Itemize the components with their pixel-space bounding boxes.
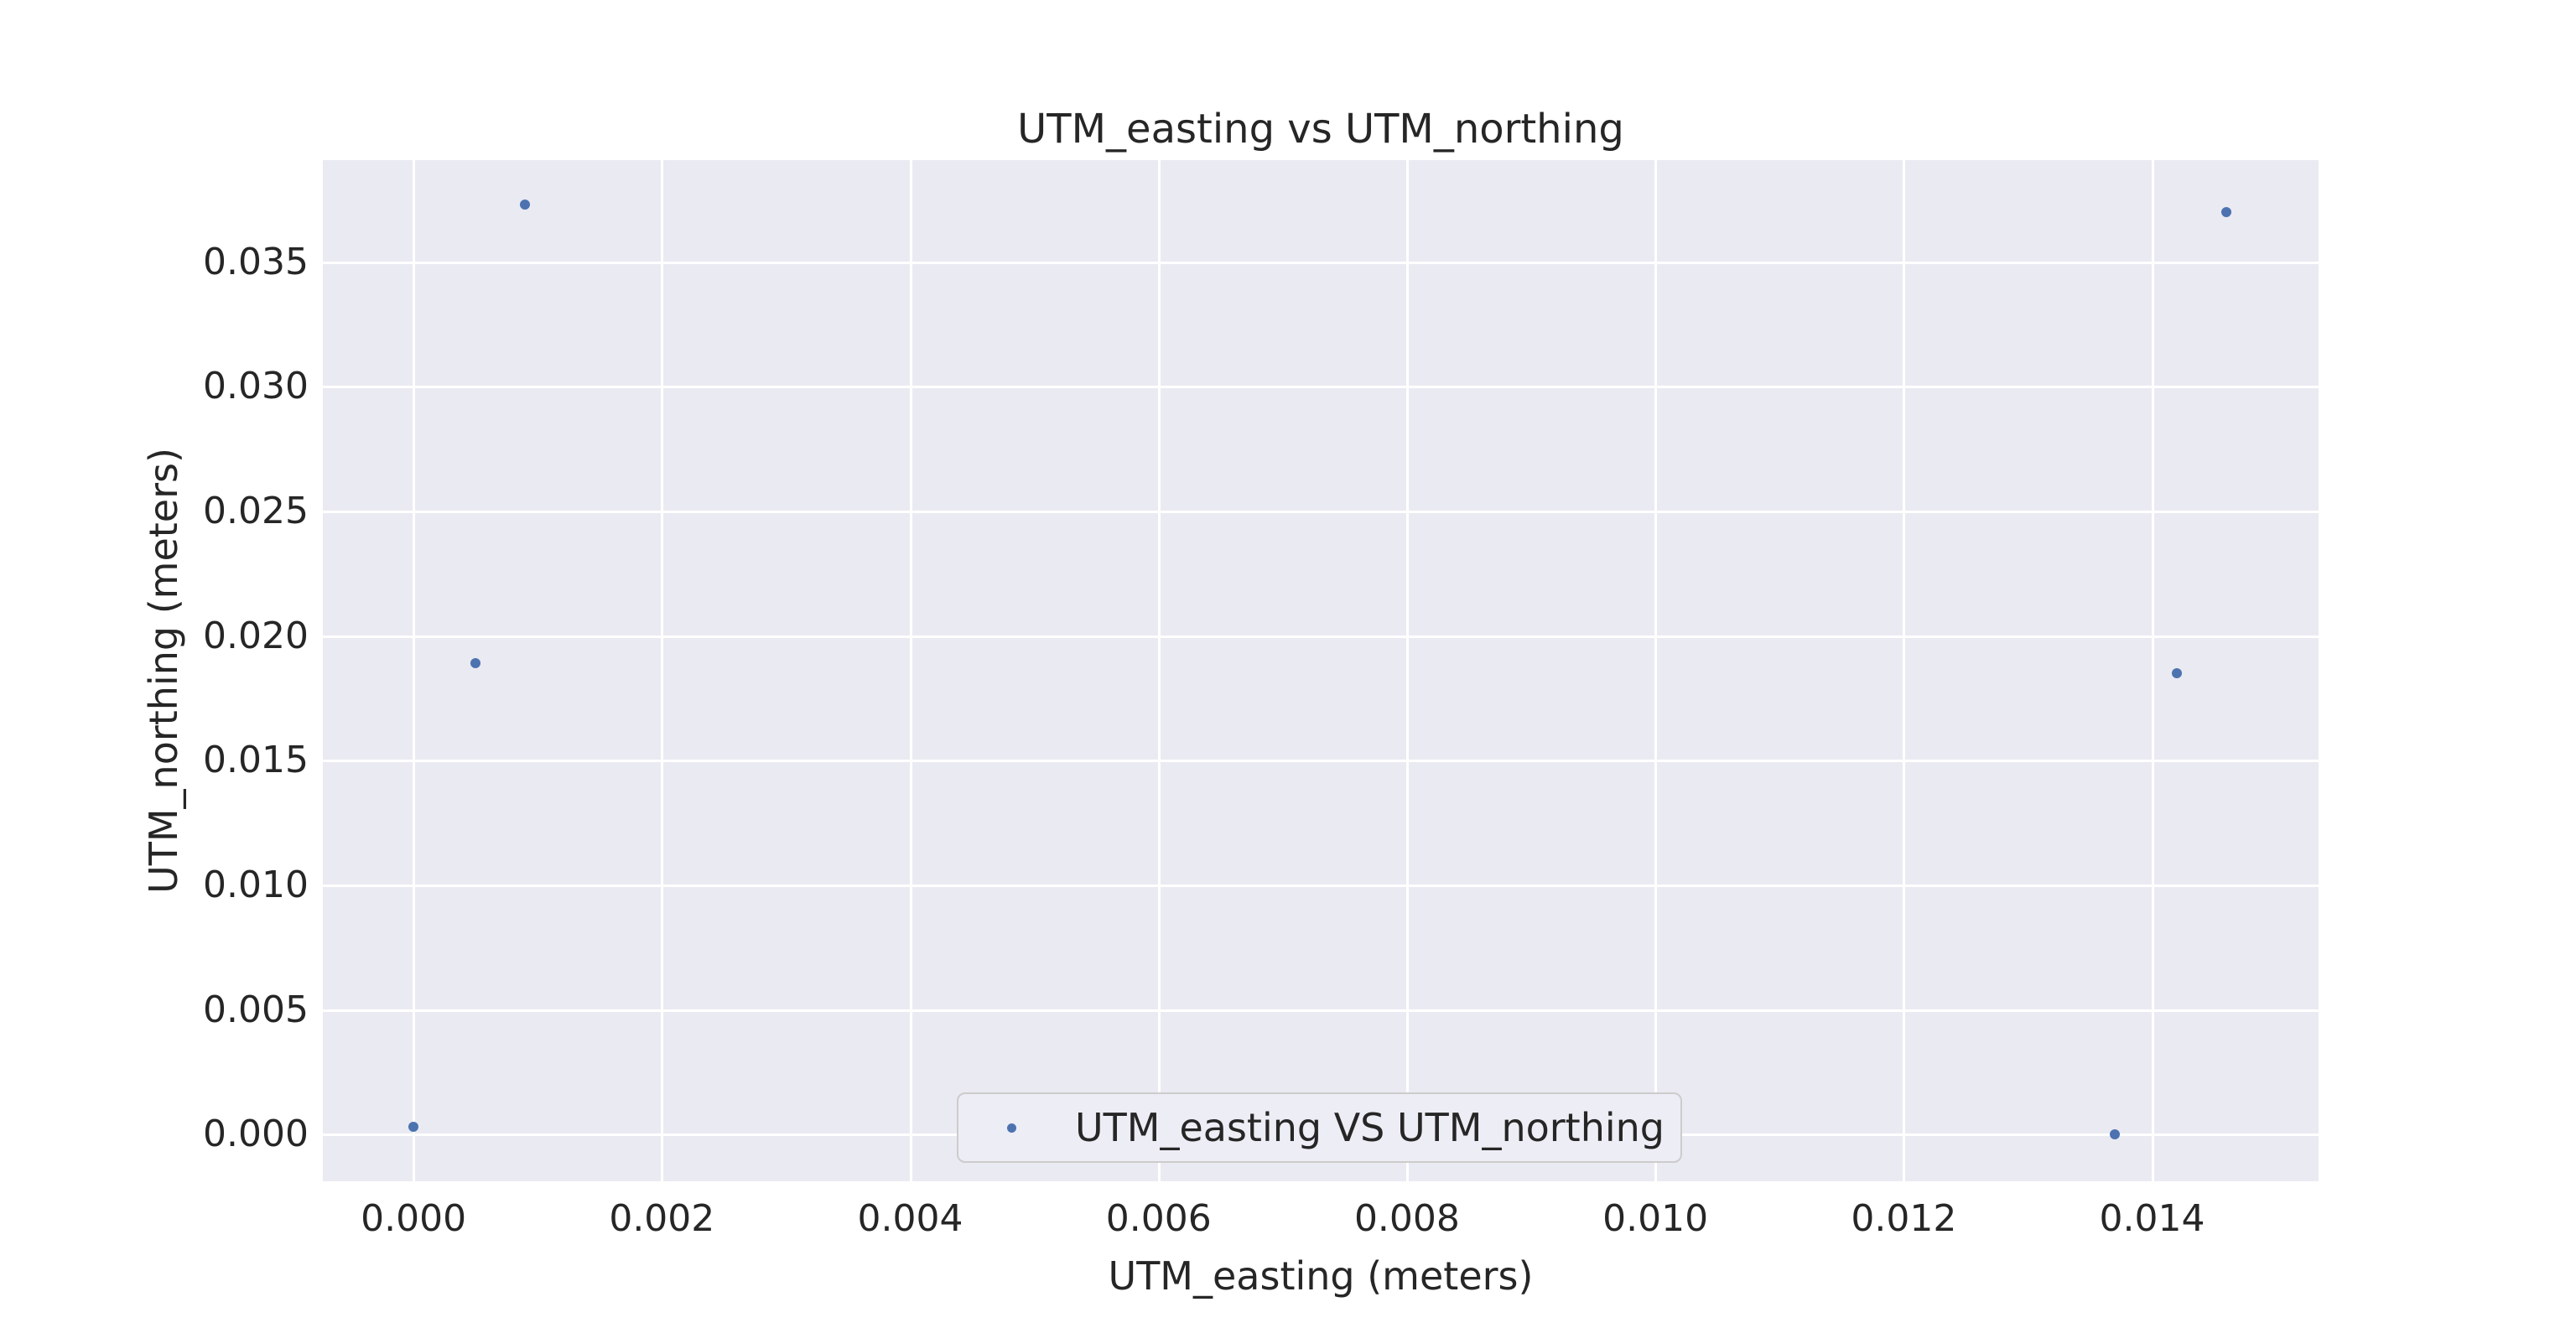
y-tick-label: 0.010 [203,864,309,907]
x-tick-label: 0.014 [2099,1197,2205,1240]
gridline-x [1157,160,1161,1181]
data-point [2110,1129,2121,1140]
data-point [2221,207,2232,218]
y-tick-label: 0.020 [203,614,309,657]
y-tick-label: 0.005 [203,988,309,1031]
x-tick-label: 0.004 [857,1197,963,1240]
y-tick-label: 0.035 [203,240,309,283]
chart-title: UTM_easting vs UTM_northing [1017,106,1624,153]
gridline-y [323,261,2319,264]
data-point [470,658,481,669]
gridline-y [323,884,2319,888]
gridline-x [2151,160,2154,1181]
gridline-y [323,510,2319,513]
gridline-y [323,760,2319,763]
gridline-x [1903,160,1906,1181]
y-tick-label: 0.030 [203,365,309,408]
gridline-x [909,160,912,1181]
plot-area [323,160,2319,1181]
x-tick-label: 0.000 [361,1197,467,1240]
data-point [520,200,531,210]
x-axis-label: UTM_easting (meters) [1108,1253,1534,1299]
y-axis-label: UTM_northing (meters) [141,448,186,894]
x-tick-label: 0.006 [1105,1197,1212,1240]
legend-marker-icon [1007,1123,1016,1133]
gridline-x [661,160,664,1181]
x-tick-label: 0.010 [1602,1197,1709,1240]
gridline-x [413,160,416,1181]
legend: UTM_easting VS UTM_northing [957,1092,1682,1163]
y-tick-label: 0.015 [203,739,309,782]
x-tick-label: 0.002 [609,1197,715,1240]
gridline-y [323,1009,2319,1012]
y-tick-label: 0.000 [203,1113,309,1156]
y-tick-label: 0.025 [203,489,309,532]
data-point [2172,668,2183,679]
legend-label: UTM_easting VS UTM_northing [1075,1105,1665,1150]
gridline-y [323,635,2319,638]
x-tick-label: 0.008 [1353,1197,1460,1240]
gridline-x [1405,160,1409,1181]
gridline-x [1654,160,1658,1181]
gridline-y [323,386,2319,389]
data-point [408,1122,419,1133]
x-tick-label: 0.012 [1851,1197,1957,1240]
